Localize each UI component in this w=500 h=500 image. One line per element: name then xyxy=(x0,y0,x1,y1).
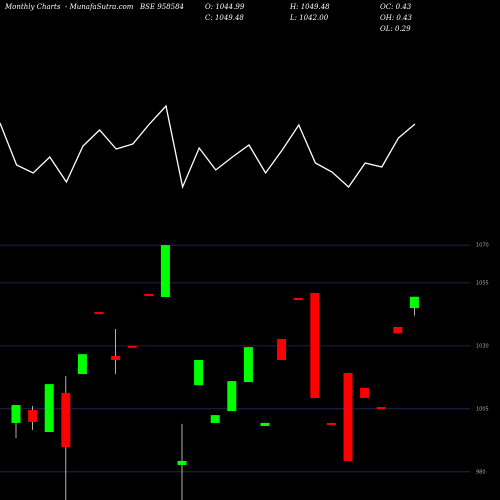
stat: OH: 0.43 xyxy=(380,14,413,22)
candle-body xyxy=(77,354,87,375)
candle-body xyxy=(277,339,287,360)
stat: OL: 0.29 xyxy=(380,25,411,33)
stat: O: 1044.99 xyxy=(205,3,245,11)
stat: H: 1049.48 xyxy=(289,3,330,11)
candle-body xyxy=(393,326,403,334)
candle-body xyxy=(326,422,336,425)
y-tick-label: 1005 xyxy=(476,406,489,412)
candle-body xyxy=(243,347,253,383)
candle-body xyxy=(360,387,370,398)
candle-body xyxy=(11,405,21,423)
symbol-label: BSE 958584 xyxy=(139,3,184,11)
candle-body xyxy=(177,460,187,465)
candle-body xyxy=(194,359,204,386)
candle-body xyxy=(144,293,154,296)
stat: OC: 0.43 xyxy=(380,3,412,11)
y-tick-label: 1055 xyxy=(476,280,489,286)
candle-body xyxy=(210,415,220,423)
candle-body xyxy=(111,355,121,360)
candle-body xyxy=(260,422,270,426)
candle-body xyxy=(44,384,54,432)
site-label: Monthly Charts xyxy=(4,3,61,11)
candle-body xyxy=(343,373,353,461)
candle-body xyxy=(310,292,320,398)
line-series xyxy=(0,104,416,190)
stat: C: 1049.48 xyxy=(205,14,244,22)
candle-body xyxy=(227,381,237,412)
candle-body xyxy=(28,410,38,422)
candle-body xyxy=(293,298,303,301)
candle-body xyxy=(61,392,71,448)
candle-body xyxy=(376,407,386,410)
y-tick-label: 1030 xyxy=(476,343,489,349)
candle-body xyxy=(409,296,419,309)
candle-body xyxy=(160,245,170,297)
candle-body xyxy=(94,312,104,315)
y-tick-label: 1070 xyxy=(476,243,489,249)
brand-label: - MunafaSutra.com xyxy=(65,3,134,11)
y-tick-label: 980 xyxy=(476,469,486,475)
stat: L: 1042.00 xyxy=(289,14,329,22)
candle-body xyxy=(127,345,137,348)
